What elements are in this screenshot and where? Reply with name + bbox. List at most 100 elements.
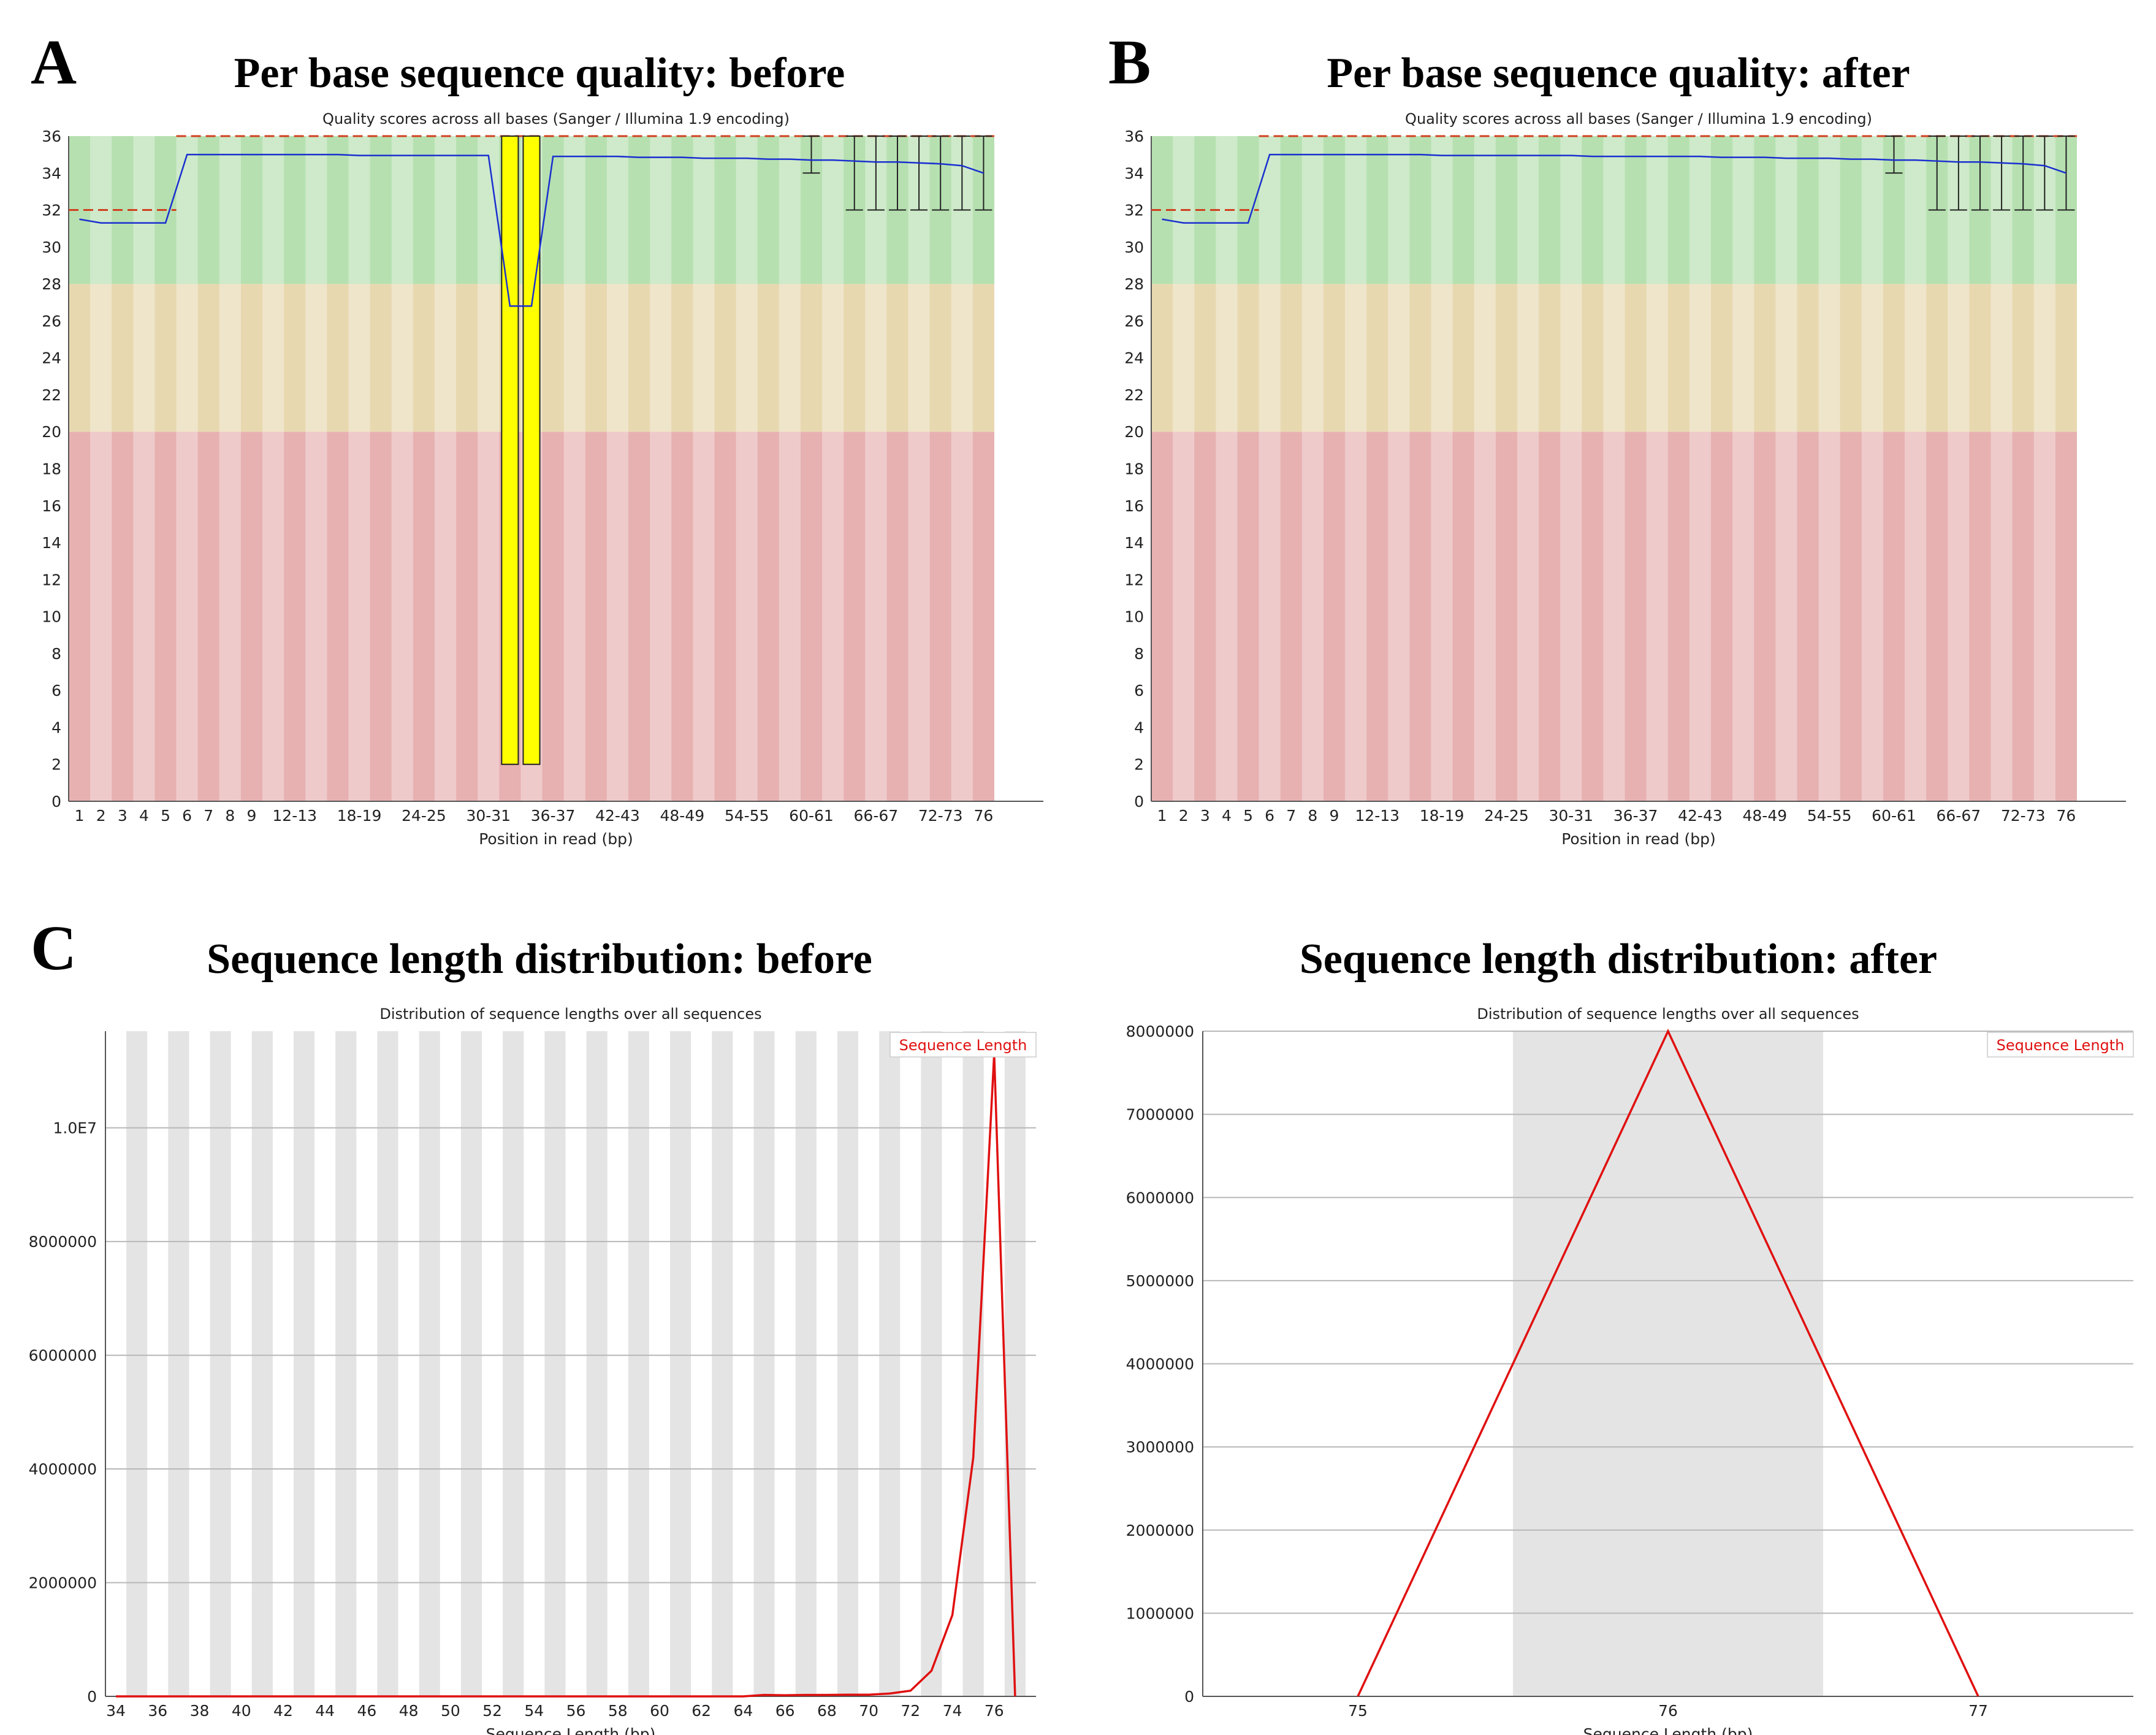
y-tick-label: 16 (42, 497, 61, 515)
y-tick-label: 18 (1124, 460, 1144, 478)
bin-stripe (1004, 1031, 1026, 1696)
y-tick-label: 30 (1124, 238, 1144, 256)
zone-stripe (90, 432, 112, 801)
y-tick-label: 1.0E7 (53, 1119, 97, 1137)
x-tick-label: 40 (232, 1702, 251, 1720)
x-tick-label: 68 (817, 1702, 837, 1720)
zone-stripe (176, 432, 198, 801)
zone-stripe (1474, 432, 1496, 801)
zone-stripe (908, 432, 930, 801)
zone-stripe (736, 284, 758, 432)
x-tick-label: 72 (901, 1702, 920, 1720)
x-tick-label: 9 (247, 807, 257, 825)
y-tick-label: 2 (1134, 756, 1144, 774)
zone-stripe (1345, 432, 1367, 801)
x-tick-label: 46 (357, 1702, 376, 1720)
x-tick-label: 74 (943, 1702, 962, 1720)
y-tick-label: 12 (1124, 571, 1144, 589)
panel-letter-a: A (31, 27, 77, 97)
y-tick-label: 14 (42, 534, 61, 552)
zone-stripe (219, 284, 241, 432)
zone-stripe (563, 284, 585, 432)
bin-stripe (503, 1031, 524, 1696)
zone-stripe (219, 136, 241, 284)
y-tick-label: 26 (42, 312, 61, 330)
zone-stripe (1474, 284, 1496, 432)
bin-stripe (294, 1031, 315, 1696)
y-tick-label: 7000000 (1126, 1106, 1194, 1124)
zone-stripe (1259, 284, 1281, 432)
chart-subtitle: Quality scores across all bases (Sanger … (322, 110, 790, 128)
zone-stripe (822, 284, 844, 432)
x-tick-label: 24-25 (402, 807, 446, 825)
zone-stripe (348, 432, 370, 801)
zone-stripe (606, 284, 629, 432)
x-tick-label: 30-31 (466, 807, 511, 825)
quality-box (522, 135, 541, 765)
zone-stripe (1517, 136, 1539, 284)
zone-stripe (1431, 284, 1453, 432)
x-tick-label: 44 (315, 1702, 335, 1720)
zone-stripe (1775, 136, 1797, 284)
x-tick-label: 60-61 (1872, 807, 1916, 825)
zone-stripe (1560, 432, 1582, 801)
zone-stripe (478, 432, 500, 801)
y-tick-label: 3000000 (1126, 1438, 1194, 1456)
x-axis-label: Position in read (bp) (1561, 830, 1716, 848)
x-tick-label: 76 (985, 1702, 1004, 1720)
y-tick-label: 6 (51, 682, 61, 700)
x-tick-label: 24-25 (1484, 807, 1529, 825)
y-tick-label: 6 (1134, 682, 1144, 700)
y-tick-label: 22 (42, 386, 61, 404)
zone-stripe (1259, 136, 1281, 284)
x-axis-label: Sequence Length (bp) (486, 1725, 656, 1735)
x-tick-label: 38 (190, 1702, 210, 1720)
y-tick-label: 10 (42, 608, 61, 626)
zone-stripe (563, 432, 585, 801)
zone-stripe (1517, 284, 1539, 432)
zone-stripe (1216, 432, 1238, 801)
chart-b-title: Per base sequence quality: after (1327, 50, 1910, 97)
zone-stripe (262, 432, 284, 801)
zone-stripe (1818, 136, 1840, 284)
x-axis-label: Sequence Length (bp) (1583, 1725, 1753, 1735)
chart-a-title: Per base sequence quality: before (234, 50, 845, 97)
zone-stripe (1560, 284, 1582, 432)
x-tick-label: 76 (2057, 807, 2076, 825)
zone-stripe (305, 136, 327, 284)
chart-c-plot: 0 2000000 4000000 6000000 8000000 1.0E7 34 36 38… (29, 1005, 1037, 1735)
zone-stripe (1905, 136, 1927, 284)
x-tick-label: 5 (1243, 807, 1253, 825)
x-tick-label: 70 (859, 1702, 878, 1720)
x-tick-label: 12-13 (1355, 807, 1400, 825)
zone-stripe (348, 136, 370, 284)
y-tick-label: 20 (42, 423, 61, 441)
zone-stripe (176, 284, 198, 432)
x-tick-label: 18-19 (337, 807, 382, 825)
zone-stripe (865, 432, 887, 801)
zone-stripe (1216, 284, 1238, 432)
zone-stripe (1603, 136, 1625, 284)
zone-stripe (1259, 432, 1281, 801)
zone-stripe (1603, 432, 1625, 801)
zone-stripe (1990, 284, 2013, 432)
zone-stripe (2033, 284, 2055, 432)
y-tick-label: 12 (42, 571, 61, 589)
y-tick-label: 2000000 (1126, 1522, 1194, 1539)
x-tick-label: 7 (204, 807, 213, 825)
y-tick-label: 1000000 (1126, 1604, 1194, 1622)
zone-stripe (650, 284, 672, 432)
zone-stripe (478, 284, 500, 432)
y-tick-label: 2 (51, 756, 61, 774)
zone-stripe (1388, 136, 1410, 284)
zone-stripe (1689, 432, 1712, 801)
y-tick-label: 5000000 (1126, 1272, 1194, 1290)
y-tick-label: 24 (1124, 349, 1144, 367)
zone-stripe (434, 284, 457, 432)
y-tick-label: 34 (1124, 164, 1144, 182)
zone-stripe (1474, 136, 1496, 284)
zone-stripe (606, 432, 629, 801)
x-tick-label: 72-73 (2001, 807, 2046, 825)
x-tick-label: 48-49 (1742, 807, 1787, 825)
y-tick-label: 0 (1184, 1688, 1194, 1706)
